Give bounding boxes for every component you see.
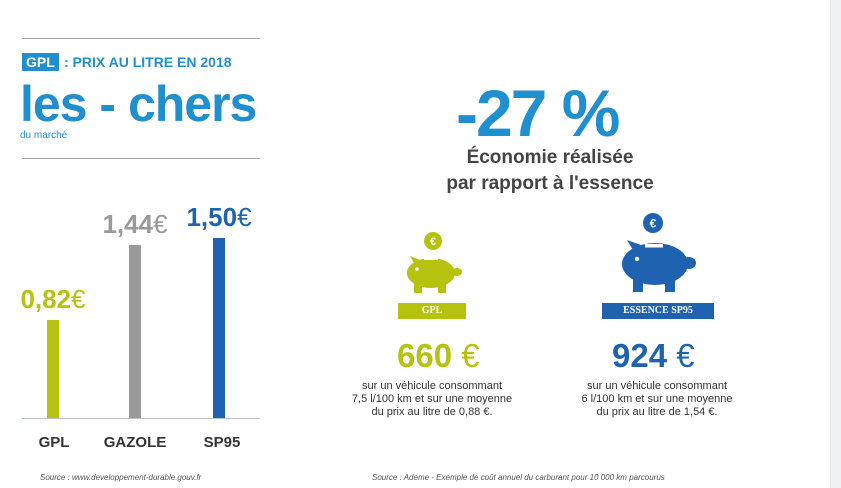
price-currency: € <box>153 209 168 240</box>
source-right: Source : Ademe - Exemple de coût annuel … <box>372 473 665 482</box>
small-title: du marché <box>20 130 68 141</box>
svg-text:€: € <box>430 236 436 248</box>
svg-text:€: € <box>650 217 657 231</box>
price-value: 1,50 <box>186 202 238 232</box>
category-label-sp95: SP95 <box>203 434 241 451</box>
economy-line1: Économie réalisée <box>466 147 634 168</box>
top-divider <box>22 38 260 39</box>
price-value: 1,44 <box>102 209 154 240</box>
right-border <box>830 0 841 488</box>
economy-line2: par rapport à l'essence <box>446 173 654 194</box>
gpl-tag: GPL <box>22 53 59 71</box>
card-gpl-amount: 660 € <box>397 337 480 374</box>
price-currency: € <box>237 202 252 232</box>
chart-baseline <box>22 418 260 419</box>
card-gpl-desc: sur un véhicule consommant 7,5 l/100 km e… <box>351 380 513 418</box>
price-label-gazole: 1,44€ <box>102 209 167 240</box>
subtitle: : PRIX AU LITRE EN 2018 <box>64 54 232 70</box>
piggy-bank-icon: € <box>622 213 696 292</box>
savings-percent: -27 % <box>456 76 620 150</box>
source-left: Source : www.developpement-durable.gouv.… <box>40 473 202 482</box>
bar-gpl <box>47 319 59 418</box>
price-value: 0,82 <box>20 283 72 314</box>
price-label-gpl: 0,82€ <box>20 284 85 315</box>
card-sp95-desc: sur un véhicule consommant 6 l/100 km et … <box>581 380 733 418</box>
card-sp95-amount: 924 € <box>612 337 695 374</box>
price-label-sp95: 1,50€ <box>186 202 251 233</box>
price-currency: € <box>71 283 86 314</box>
card-sp95-label: ESSENCE SP95 <box>602 303 714 319</box>
category-label-gazole: GAZOLE <box>103 434 167 451</box>
bar-sp95 <box>213 238 225 418</box>
card-gpl-label: GPL <box>398 303 466 319</box>
piggy-bank-icon: € <box>407 232 462 293</box>
category-label-gpl: GPL <box>38 434 70 451</box>
bar-gazole <box>129 245 141 418</box>
header-divider <box>22 158 260 159</box>
big-title: les - chers <box>20 76 257 132</box>
